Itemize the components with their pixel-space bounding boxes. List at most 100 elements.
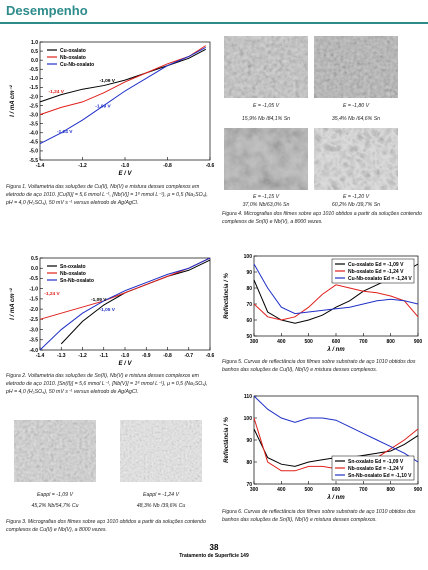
x-tick-label: -1.3 — [57, 353, 66, 359]
y-tick-label: -2.0 — [29, 94, 38, 100]
y-tick-label: -2.0 — [29, 307, 38, 313]
x-tick-label: -1.1 — [99, 353, 108, 359]
y-tick-label: -5.0 — [29, 149, 38, 155]
x-tick-label: -1.2 — [78, 353, 87, 359]
series-line — [253, 284, 419, 321]
micrograph — [224, 36, 308, 98]
legend-label: Cu-Nb-oxalato — [60, 62, 94, 68]
x-axis-label: λ / nm — [326, 495, 345, 501]
legend-label: Nb-oxalato Ed = -1,24 V — [348, 466, 404, 472]
y-axis-label: I / mA cm⁻² — [9, 84, 16, 117]
legend-label: Nb-oxalato Ed = -1,24 V — [348, 269, 404, 275]
x-tick-label: 900 — [414, 339, 423, 345]
x-tick-label: -0.8 — [163, 163, 172, 169]
x-tick-label: -1.4 — [36, 353, 45, 359]
micrograph — [314, 128, 398, 190]
caption: Figura 6. Curvas de reflectância dos fil… — [222, 509, 416, 523]
series-line — [253, 395, 419, 463]
x-tick-label: -0.6 — [206, 353, 215, 359]
y-tick-label: 80 — [246, 460, 252, 466]
x-tick-label: -0.8 — [163, 353, 172, 359]
caption: Figura 4. Micrografias dos filmes sobre … — [222, 211, 422, 225]
journal-name: Tratamento de Superfície 149 — [179, 553, 249, 559]
x-tick-label: 300 — [250, 487, 259, 493]
y-axis-label: Reflectância / % — [224, 272, 230, 318]
x-tick-label: 900 — [414, 487, 423, 493]
y-axis-label: I / mA cm⁻² — [9, 287, 16, 320]
legend: Sn-oxalato Ed = -1,09 VNb-oxalato Ed = -… — [331, 455, 415, 481]
y-tick-label: -4.5 — [29, 140, 38, 146]
y-tick-label: 90 — [246, 270, 252, 276]
annotation: -1,24 V — [44, 291, 60, 297]
legend-label: Cu-oxalato — [60, 48, 86, 54]
y-tick-label: -3.5 — [29, 121, 38, 127]
x-tick-label: 400 — [277, 339, 286, 345]
micrograph-composition: 45,2% Nb/54,7% Cu — [31, 503, 79, 509]
legend-frame — [331, 258, 415, 284]
chart: -1.4 -1.2 -1.0 -0.8 -0.6 1.0 0.5 0.0 -0.5 -1.0 -1.… — [9, 40, 215, 177]
y-tick-label: -0.5 — [29, 67, 38, 73]
series-line — [39, 257, 211, 320]
micrograph-composition: 48,3% Nb /39,6% Cu — [136, 503, 186, 509]
micrograph-potential: E = -1,05 V — [252, 103, 280, 109]
y-tick-label: -1.5 — [29, 297, 38, 303]
legend-label: Sn-Nb-oxalato Ed = -1,10 V — [348, 473, 412, 479]
y-tick-label: -2.5 — [29, 317, 38, 323]
y-tick-label: -2.5 — [29, 103, 38, 109]
x-tick-label: -1.2 — [78, 163, 87, 169]
y-tick-label: -4.0 — [29, 348, 38, 354]
micrograph-potential: Eappl = -1,09 V — [37, 492, 73, 498]
legend-label: Sn-oxalato Ed = -1,09 V — [348, 459, 404, 465]
annotation: -1,05 V — [100, 307, 116, 313]
y-tick-label: 100 — [244, 416, 253, 422]
legend-label: Cu-oxalato Ed = -1,09 V — [348, 262, 404, 268]
legend-label: Nb-oxalato — [60, 271, 86, 277]
series-line — [39, 48, 206, 103]
x-tick-label: 600 — [332, 487, 341, 493]
y-tick-label: -1.5 — [29, 85, 38, 91]
micrograph — [314, 36, 398, 98]
x-tick-label: 500 — [304, 487, 313, 493]
header-rule — [0, 22, 428, 24]
annotation: -1,09 V — [100, 78, 116, 84]
y-axis-label: Reflectância / % — [224, 416, 230, 462]
y-tick-label: 1.0 — [31, 40, 38, 46]
annotation: -1,09 V — [91, 297, 107, 303]
x-tick-label: -1.4 — [36, 163, 45, 169]
x-tick-label: -1.0 — [121, 163, 130, 169]
caption: Figura 3. Micrografias dos filmes sobre … — [6, 519, 206, 533]
x-axis-label: λ / nm — [326, 347, 345, 353]
y-tick-label: 70 — [246, 482, 252, 488]
x-tick-label: -0.9 — [142, 353, 151, 359]
legend-label: Sn-Nb-oxalato — [60, 278, 94, 284]
series-line — [253, 263, 419, 315]
y-tick-label: 110 — [244, 394, 252, 400]
section-title: Desempenho — [6, 3, 88, 18]
x-tick-label: 400 — [277, 487, 286, 493]
y-tick-label: -3.0 — [29, 327, 38, 333]
x-tick-label: -0.6 — [206, 163, 215, 169]
x-tick-label: 300 — [250, 339, 259, 345]
chart: 300 400 500 600 700 800 900 70 80 90 100 110 λ / nm R… — [224, 394, 423, 501]
caption: Figura 1. Voltametria das soluções de Cu… — [6, 184, 208, 206]
series-line — [39, 257, 211, 351]
micrograph — [224, 128, 308, 190]
y-tick-label: 0.0 — [31, 266, 38, 272]
x-tick-label: 500 — [304, 339, 313, 345]
micrograph-composition: 37,0% Nb/63,0% Sn — [242, 202, 290, 208]
annotation: -1,24 V — [49, 89, 65, 95]
legend-label: Cu-Nb-oxalato Ed = -1,24 V — [348, 276, 412, 282]
caption: Figura 2. Voltametria das soluções de Sn… — [6, 373, 208, 395]
caption: Figura 5. Curvas de reflectância dos fil… — [222, 359, 416, 373]
micrograph-potential: E = -1,20 V — [342, 194, 370, 200]
micrograph-composition: 35,4% Nb /64,6% Sn — [331, 116, 381, 122]
micrograph-potential: E = -1,15 V — [252, 194, 280, 200]
x-tick-label: 800 — [386, 487, 395, 493]
y-tick-label: 60 — [246, 318, 252, 324]
x-tick-label: 800 — [386, 339, 395, 345]
annotation: -1,24 V — [57, 129, 73, 135]
series-line — [39, 47, 206, 145]
page-number: 38 — [209, 543, 219, 552]
